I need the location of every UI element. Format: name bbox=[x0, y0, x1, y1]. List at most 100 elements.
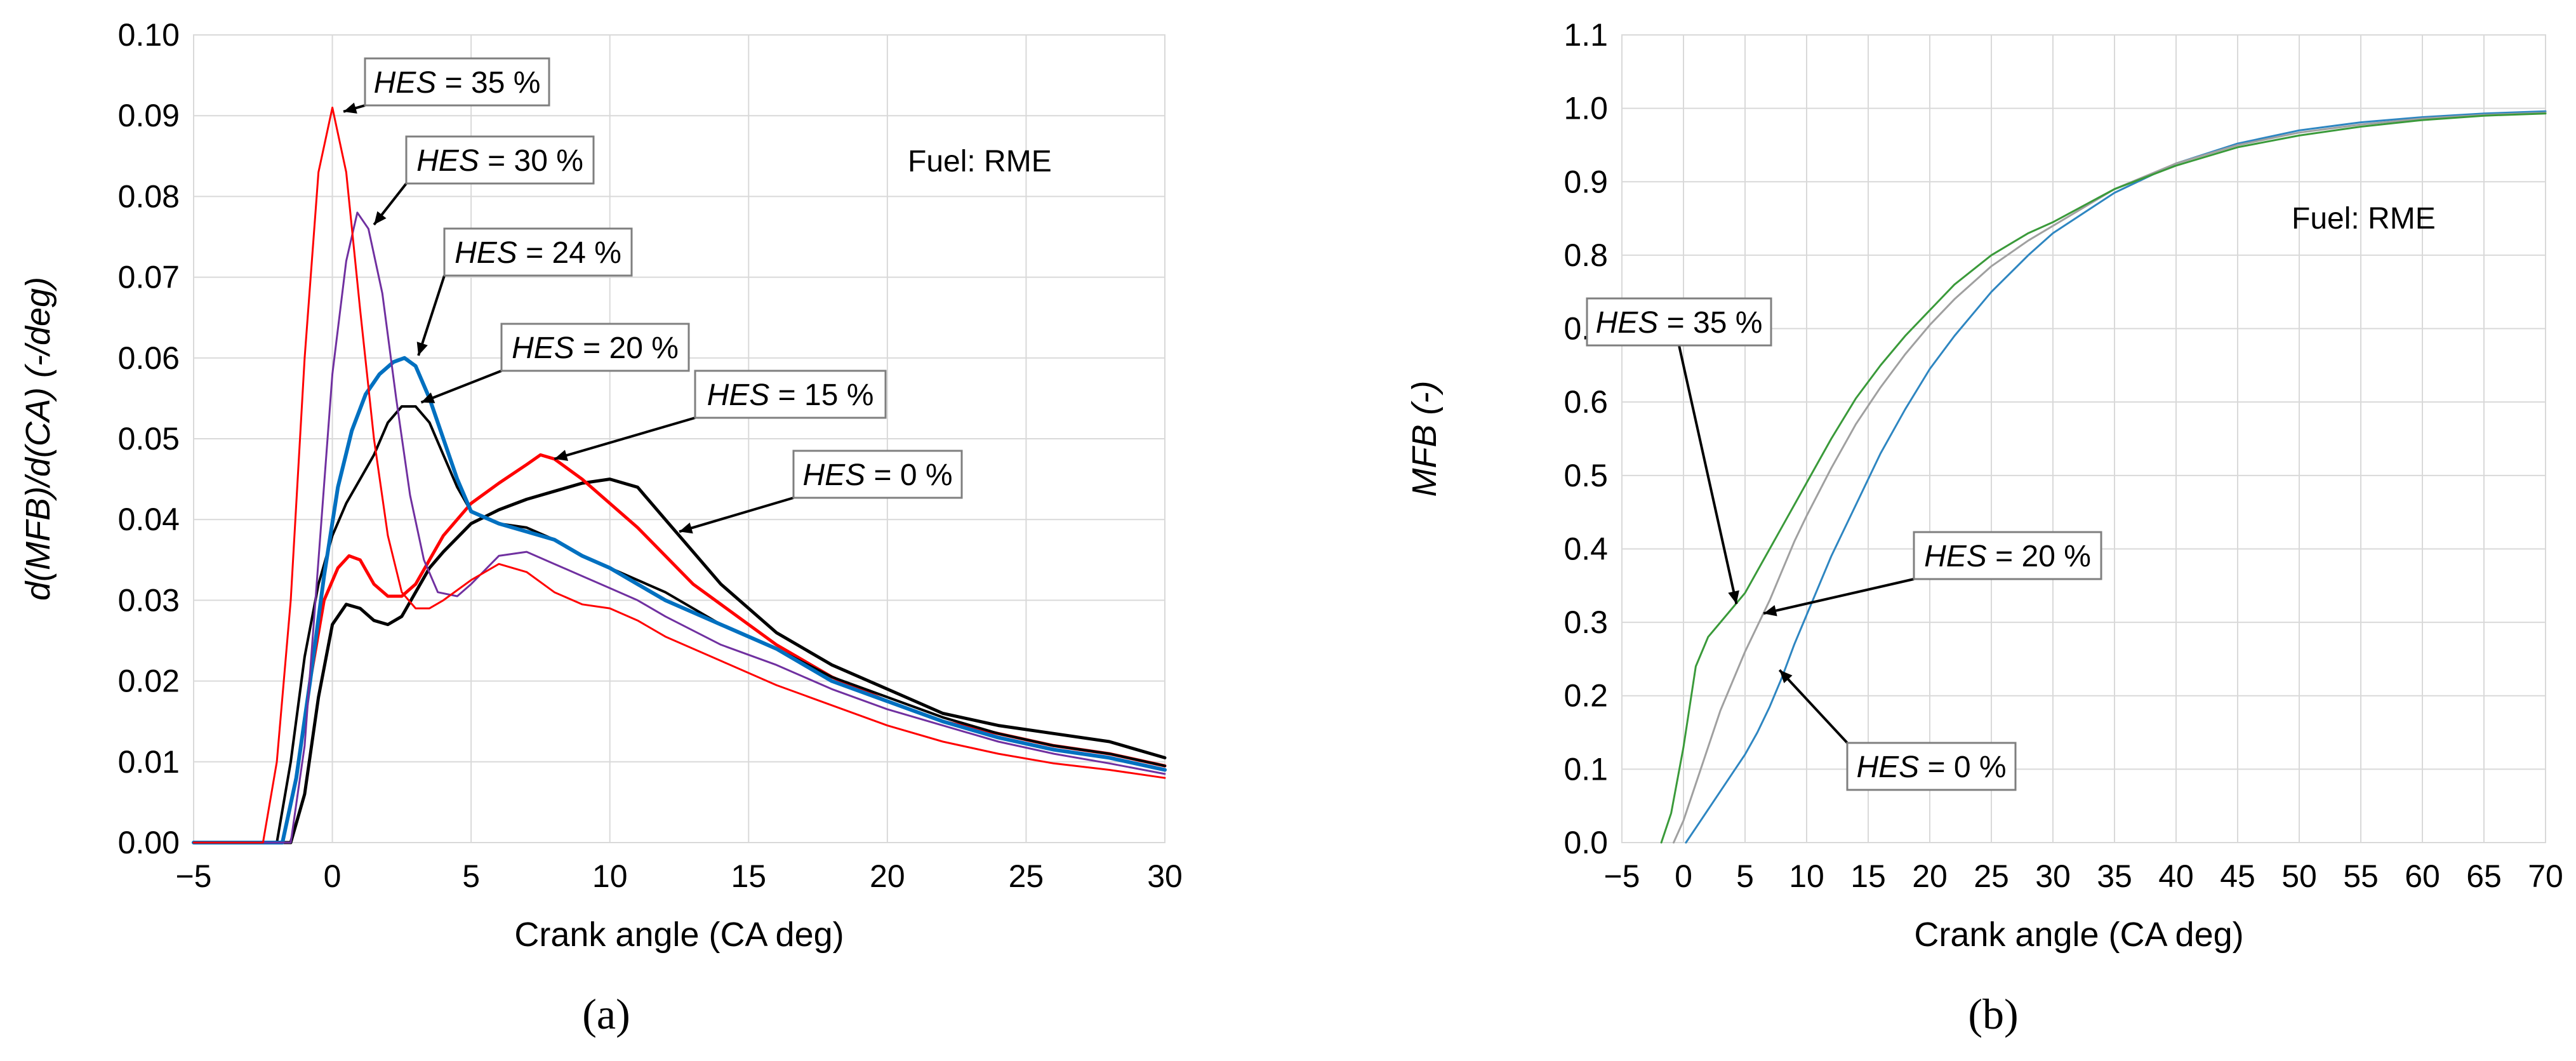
chart-panel-a: −5 0 5 10 15 20 25 30 0.000.010.020.030.040.050… bbox=[19, 17, 1183, 1038]
annotation-box bbox=[694, 370, 887, 419]
chart-b-x-tick-label: 50 bbox=[2281, 858, 2317, 894]
chart-b-x-tick-label: 30 bbox=[2035, 858, 2071, 894]
chart-a-x-ticks: −5 0 5 10 15 20 25 30 bbox=[175, 858, 1182, 894]
annotation-arrowhead-icon bbox=[554, 450, 569, 461]
chart-a-series-group bbox=[192, 107, 1167, 844]
annotation-label: HES = 0 % bbox=[1856, 751, 2006, 784]
chart-b-y-tick-label: 0.4 bbox=[1564, 531, 1608, 566]
chart-a-x-tick-label: 25 bbox=[1009, 858, 1044, 894]
chart-panel-b: −5 0 5 10 15 20 25 30 35 40 45 50 55 60 65 70 0.0 0.1 0.2… bbox=[1405, 17, 2563, 1038]
annotation-label: HES = 35 % bbox=[1596, 306, 1763, 340]
chart-b-fuel-label: Fuel: RME bbox=[2292, 202, 2436, 236]
annotation-arrowhead-icon bbox=[1779, 670, 1793, 684]
annotation-box bbox=[500, 323, 690, 372]
chart-a-x-tick-label: 30 bbox=[1147, 858, 1183, 894]
chart-b-panel-label: (b) bbox=[1968, 990, 2018, 1038]
chart-b-annotation: HES = 0 % bbox=[1778, 669, 2017, 791]
chart-b-x-tick-label: 70 bbox=[2528, 858, 2563, 894]
chart-a-grid bbox=[193, 34, 1165, 843]
chart-b-y-tick-label: 0.6 bbox=[1564, 384, 1608, 420]
chart-a-x-tick-label: 10 bbox=[592, 858, 628, 894]
chart-b-y-ticks: 0.00.10.20.30.40.50.60.70.80.91.01.1 bbox=[1564, 17, 1608, 860]
chart-b-series-35-line bbox=[1660, 112, 2547, 844]
chart-a-fuel-label: Fuel: RME bbox=[908, 145, 1052, 178]
annotation-box bbox=[405, 135, 595, 185]
chart-b-plot-area bbox=[1621, 34, 2546, 843]
chart-b-x-tick-label: 20 bbox=[1912, 858, 1948, 894]
annotation-arrowhead-icon bbox=[374, 211, 387, 225]
annotation-label: HES = 24 % bbox=[455, 236, 621, 270]
chart-b-x-tick-label: 40 bbox=[2158, 858, 2194, 894]
chart-b-x-tick-label: 5 bbox=[1736, 858, 1754, 894]
chart-b-y-tick-label: 0.2 bbox=[1564, 678, 1608, 714]
chart-a-x-axis-title: Crank angle (CA deg) bbox=[514, 916, 844, 954]
chart-a-annotation: HES = 15 % bbox=[554, 370, 887, 461]
annotation-arrow-line bbox=[1763, 578, 1915, 615]
chart-b-annotations: HES = 35 % HES = 20 % HES = 0 % bbox=[1586, 297, 2102, 791]
chart-a-x-tick-label: 5 bbox=[462, 858, 480, 894]
chart-b-y-tick-label: 0.9 bbox=[1564, 164, 1608, 199]
chart-b-x-ticks: −5 0 5 10 15 20 25 30 35 40 45 50 55 60 65 70 bbox=[1603, 858, 2563, 894]
annotation-arrowhead-icon bbox=[421, 392, 435, 403]
chart-a-y-ticks: 0.00 0.01 0.02 0.03 0.04 0.05 0.06 0.07 0.08 0.09… bbox=[118, 17, 180, 860]
annotation-arrow-line bbox=[1778, 669, 1849, 744]
chart-b-y-tick-label: 0.8 bbox=[1564, 237, 1608, 273]
annotation-box bbox=[1846, 742, 2017, 791]
chart-b-x-tick-label: 35 bbox=[2097, 858, 2132, 894]
chart-b-x-tick-label: 10 bbox=[1789, 858, 1824, 894]
chart-a-series-0-line bbox=[192, 477, 1167, 844]
chart-a-annotation: HES = 30 % bbox=[373, 135, 595, 226]
chart-b-x-tick-label: 60 bbox=[2405, 858, 2440, 894]
chart-b-y-axis-title: MFB (-) bbox=[1405, 381, 1444, 497]
chart-a-y-tick-label: 0.00 bbox=[118, 825, 180, 860]
annotation-arrowhead-icon bbox=[416, 342, 428, 356]
chart-a-y-tick-label: 0.08 bbox=[118, 178, 180, 214]
chart-b-x-axis-title: Crank angle (CA deg) bbox=[1914, 916, 2243, 954]
chart-a-y-tick-label: 0.06 bbox=[118, 340, 180, 376]
chart-b-y-tick-label: 0.3 bbox=[1564, 604, 1608, 640]
chart-b-y-tick-label: 0.5 bbox=[1564, 458, 1608, 493]
annotation-label: HES = 15 % bbox=[707, 378, 874, 412]
chart-a-annotation: HES = 20 % bbox=[420, 323, 690, 404]
chart-b-x-tick-label: −5 bbox=[1603, 858, 1640, 894]
chart-a-series-30-line bbox=[192, 211, 1166, 844]
chart-b-annotation: HES = 35 % bbox=[1586, 297, 1772, 604]
chart-b-grid bbox=[1621, 34, 2546, 843]
chart-a-series-24-line bbox=[192, 356, 1167, 844]
annotation-label: HES = 20 % bbox=[512, 331, 679, 365]
chart-a-y-tick-label: 0.07 bbox=[118, 260, 180, 295]
chart-b-x-tick-label: 25 bbox=[1974, 858, 2009, 894]
chart-a-annotation: HES = 0 % bbox=[679, 450, 963, 534]
chart-a-y-axis-title: d(MFB)/d(CA) (-/deg) bbox=[19, 277, 57, 601]
chart-a-y-tick-label: 0.01 bbox=[118, 744, 180, 780]
chart-a-y-tick-label: 0.05 bbox=[118, 421, 180, 457]
annotation-arrowhead-icon bbox=[1763, 604, 1777, 617]
annotation-box bbox=[364, 57, 550, 107]
annotation-box bbox=[1913, 531, 2102, 580]
annotation-arrowhead-icon bbox=[679, 522, 693, 534]
chart-b-x-tick-label: 0 bbox=[1675, 858, 1692, 894]
chart-a-y-tick-label: 0.03 bbox=[118, 582, 180, 618]
chart-a-series-35-line bbox=[192, 107, 1166, 844]
chart-b-series-group bbox=[1660, 110, 2547, 844]
chart-b-x-tick-label: 55 bbox=[2343, 858, 2379, 894]
chart-a-panel-label: (a) bbox=[582, 990, 630, 1038]
annotation-label: HES = 20 % bbox=[1924, 540, 2091, 573]
chart-a-annotation: HES = 35 % bbox=[343, 57, 550, 114]
chart-a-series-15-line bbox=[192, 453, 1167, 844]
chart-a-y-tick-label: 0.02 bbox=[118, 664, 180, 699]
annotation-label: HES = 30 % bbox=[416, 144, 583, 178]
chart-b-annotation: HES = 20 % bbox=[1763, 531, 2102, 617]
chart-a-x-tick-label: −5 bbox=[175, 858, 211, 894]
chart-b-x-tick-label: 65 bbox=[2466, 858, 2502, 894]
annotation-arrow-line bbox=[1678, 345, 1738, 604]
chart-b-x-tick-label: 45 bbox=[2220, 858, 2255, 894]
annotation-arrowhead-icon bbox=[343, 102, 357, 114]
chart-a-x-tick-label: 15 bbox=[731, 858, 766, 894]
annotation-arrow-line bbox=[679, 497, 794, 533]
chart-b-y-tick-label: 0.1 bbox=[1564, 751, 1608, 787]
annotation-box bbox=[443, 227, 633, 277]
chart-a-plot-area bbox=[193, 34, 1165, 843]
chart-b-y-tick-label: 1.0 bbox=[1564, 91, 1608, 126]
chart-b-series-0-line bbox=[1685, 110, 2547, 844]
